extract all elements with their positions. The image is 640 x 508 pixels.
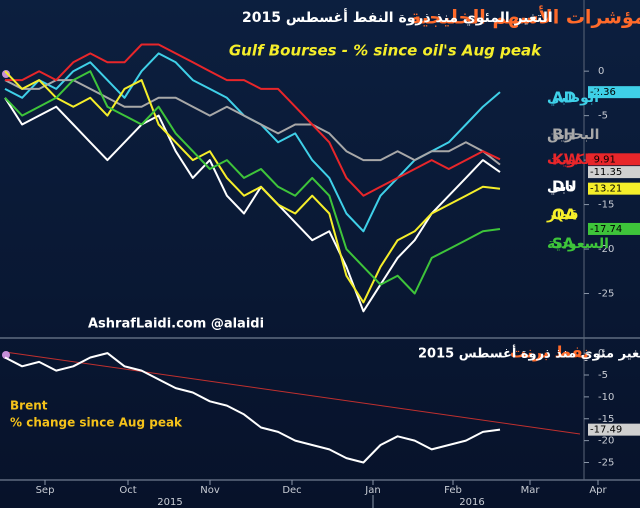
title-highlight: مؤشرات الأسهم الخليجية <box>410 6 640 29</box>
legend-entry: البحرين <box>547 127 599 143</box>
value-label: -9.91 <box>590 154 616 165</box>
legend-entry: دبي <box>547 179 574 195</box>
series-line <box>4 70 501 304</box>
x-tick-label: Jan <box>364 485 380 496</box>
start-marker <box>2 351 10 359</box>
y-tick-label: -15 <box>598 200 614 211</box>
x-tick-label: Dec <box>282 485 301 496</box>
value-label-box <box>588 423 640 436</box>
value-label: -17.49 <box>590 425 622 436</box>
legend-entry: QA <box>552 206 577 224</box>
y-tick-label: -10 <box>598 392 614 403</box>
panel-label: Brent <box>10 399 48 413</box>
subtitle: Gulf Bourses - % since oil's Aug peak <box>229 42 542 60</box>
legend-entry: KW <box>552 151 581 169</box>
y-tick-label: -25 <box>598 458 614 469</box>
value-label-box <box>588 182 640 195</box>
title-highlight: نفط برنت <box>510 343 589 362</box>
title: التغير المئوي منذ ذروة النفط أغسطس 2015 <box>242 8 553 27</box>
legend-entry: AD <box>552 89 576 107</box>
year-label: 2015 <box>157 497 182 508</box>
year-label: 2016 <box>459 497 484 508</box>
value-label: -17.74 <box>590 224 622 235</box>
series-line <box>4 352 501 464</box>
x-tick-label: Apr <box>589 485 607 496</box>
legend-entry: قطر <box>546 207 579 223</box>
value-label: -2.36 <box>590 87 616 98</box>
y-tick-label: -5 <box>598 111 608 122</box>
panel-label: % change since Aug peak <box>10 416 183 430</box>
legend-entry: DU <box>552 178 577 196</box>
y-tick-label: -15 <box>598 414 614 425</box>
y-tick-label: -5 <box>598 370 608 381</box>
value-label: -13.21 <box>590 184 622 195</box>
legend-entry: الكويت <box>547 152 594 168</box>
value-label: -11.35 <box>590 167 622 178</box>
watermark: AshrafLaidi.com @alaidi <box>88 317 264 332</box>
value-label-box <box>588 153 640 166</box>
x-tick-label: Oct <box>119 485 136 496</box>
x-tick-label: Feb <box>444 485 462 496</box>
y-tick-label: -25 <box>598 289 614 300</box>
legend-entry: السعودية <box>547 236 609 252</box>
x-tick-label: Sep <box>36 485 55 496</box>
y-tick-label: -20 <box>598 436 614 447</box>
x-tick-label: Nov <box>200 485 220 496</box>
start-marker <box>2 70 10 78</box>
x-tick-label: Mar <box>521 485 541 496</box>
series-line <box>4 70 501 295</box>
y-tick-label: 0 <box>598 348 604 359</box>
title: - تغير مئوي منذ ذروة أغسطس 2015 <box>418 345 640 362</box>
legend-entry: SA <box>552 235 575 253</box>
titles: مؤشرات الأسهم الخليجية التغير المئوي منذ… <box>10 6 640 430</box>
legend-entry: BH <box>552 126 576 144</box>
y-tick-label: -20 <box>598 244 614 255</box>
value-label-box <box>588 166 640 179</box>
series-line <box>4 97 501 313</box>
legend-entry: أبوظبي <box>547 88 599 106</box>
value-label-box <box>588 222 640 235</box>
trend-line <box>4 351 581 435</box>
value-label-box <box>588 86 640 99</box>
series-line <box>4 79 501 166</box>
series-line <box>5 43 501 197</box>
y-tick-label: 0 <box>598 66 604 77</box>
